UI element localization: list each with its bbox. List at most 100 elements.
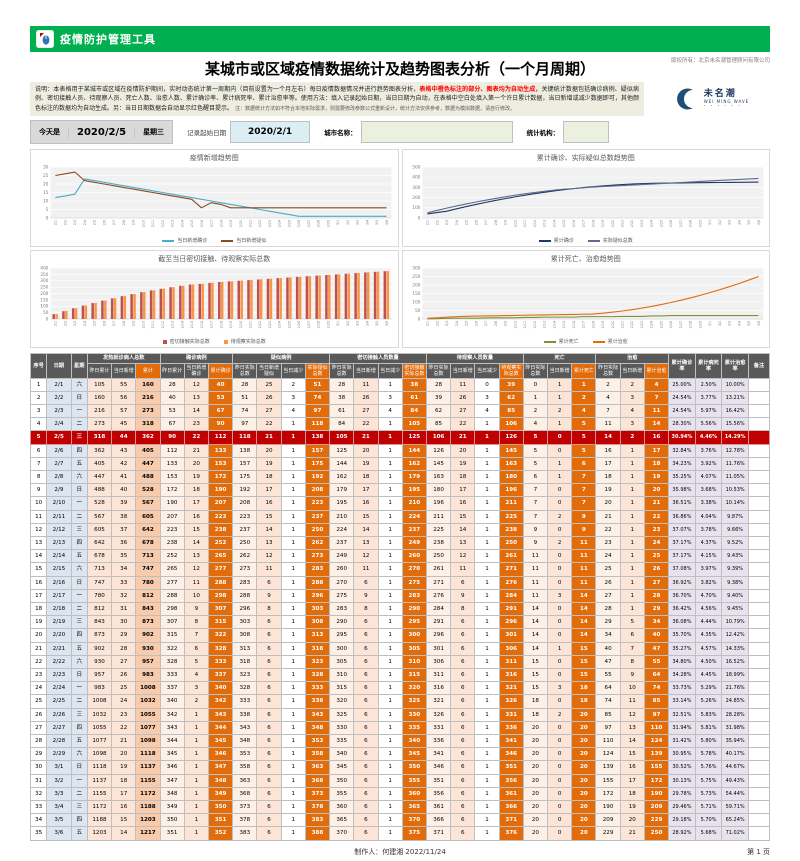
table-cell[interactable]: 7 [571, 496, 597, 511]
table-cell[interactable]: 1 [619, 496, 645, 511]
table-cell[interactable]: 873 [86, 628, 113, 643]
table-cell[interactable]: 320 [329, 694, 355, 709]
table-cell[interactable]: 18 [571, 681, 597, 696]
table-cell[interactable]: 144 [329, 456, 355, 472]
table-cell[interactable]: 1055 [135, 707, 161, 722]
table-cell[interactable]: 57 [111, 403, 137, 419]
table-cell[interactable]: 97 [643, 707, 670, 722]
table-cell[interactable]: 18 [183, 483, 209, 498]
table-cell[interactable]: 261 [498, 549, 524, 564]
table-cell[interactable]: 447 [135, 456, 161, 472]
table-cell[interactable]: 1 [280, 720, 306, 736]
table-cell[interactable]: 1 [377, 628, 403, 643]
table-cell[interactable]: 225 [498, 509, 524, 524]
table-cell[interactable]: 16.52% [721, 654, 749, 670]
table-cell[interactable]: 340 [329, 747, 355, 762]
table-cell[interactable]: 447 [86, 469, 113, 485]
table-cell[interactable]: 1 [377, 456, 403, 472]
table-cell[interactable]: 25 [595, 562, 621, 577]
table-cell[interactable]: 85 [643, 694, 670, 709]
table-cell[interactable]: 126 [425, 443, 452, 458]
table-cell[interactable]: 6 [353, 615, 379, 630]
table-cell[interactable]: 1 [280, 734, 306, 749]
table-cell[interactable]: 4 [474, 403, 500, 419]
table-cell[interactable]: 348 [207, 773, 234, 788]
table-cell[interactable]: 20 [571, 773, 597, 788]
table-cell[interactable]: 35.98% [668, 483, 696, 498]
table-cell[interactable]: 1 [619, 575, 645, 590]
table-cell[interactable]: 31.98% [721, 720, 749, 736]
table-cell[interactable]: 5.68% [694, 826, 723, 841]
table-cell[interactable]: 283 [329, 602, 355, 617]
table-cell[interactable]: 6 [450, 628, 476, 643]
table-cell[interactable]: 190 [207, 483, 234, 498]
table-cell[interactable]: 145 [425, 456, 452, 472]
table-cell[interactable]: 2 [619, 377, 645, 392]
table-cell[interactable]: 138 [304, 430, 331, 445]
table-cell[interactable]: 260 [401, 549, 427, 564]
table-cell[interactable] [747, 628, 771, 643]
table-cell[interactable]: 6 [353, 681, 379, 696]
table-cell[interactable]: 318 [86, 430, 113, 445]
table-cell[interactable]: 0 [547, 602, 573, 617]
table-cell[interactable]: 0 [547, 575, 573, 590]
table-cell[interactable]: 216 [135, 390, 161, 405]
table-cell[interactable]: 605 [86, 522, 113, 538]
table-cell[interactable]: 74 [304, 390, 331, 405]
table-cell[interactable]: 37 [111, 522, 137, 538]
table-cell[interactable]: 11 [450, 377, 476, 392]
table-cell[interactable]: 1 [474, 654, 500, 670]
table-cell[interactable]: 49.43% [721, 773, 749, 788]
table-cell[interactable]: 71.02% [721, 826, 749, 841]
table-cell[interactable]: 15 [571, 654, 597, 670]
table-cell[interactable]: 4.15% [694, 549, 723, 564]
table-cell[interactable]: 345 [329, 760, 355, 775]
table-cell[interactable]: 16 [643, 430, 670, 445]
table-cell[interactable]: 74 [595, 694, 621, 709]
table-cell[interactable]: 30.94% [668, 430, 696, 445]
table-cell[interactable]: 4 [643, 377, 670, 392]
table-cell[interactable]: 172 [159, 483, 185, 498]
table-cell[interactable]: 53 [159, 403, 185, 419]
table-cell[interactable]: 6 [353, 800, 379, 815]
table-cell[interactable]: 14 [522, 602, 549, 617]
table-cell[interactable]: 13.21% [721, 390, 749, 405]
table-cell[interactable]: 5.73% [694, 786, 723, 802]
table-cell[interactable]: 15 [29, 562, 48, 577]
table-cell[interactable]: 1217 [135, 826, 161, 841]
table-cell[interactable]: 45 [111, 417, 137, 432]
table-cell[interactable]: 25.00% [668, 377, 696, 392]
table-cell[interactable]: 18 [256, 469, 282, 485]
table-cell[interactable]: 15 [111, 813, 137, 828]
table-cell[interactable]: 28.28% [721, 707, 749, 722]
table-cell[interactable]: 343 [304, 707, 331, 722]
table-cell[interactable]: 1 [474, 536, 500, 551]
table-cell[interactable]: 90 [207, 417, 234, 432]
table-cell[interactable] [747, 430, 771, 445]
table-cell[interactable]: 97 [304, 403, 331, 419]
table-cell[interactable]: 383 [232, 826, 258, 841]
table-cell[interactable]: 34 [111, 562, 137, 577]
table-cell[interactable]: 25 [111, 681, 137, 696]
table-cell[interactable]: 2 [571, 390, 597, 405]
table-cell[interactable]: 308 [232, 628, 258, 643]
table-cell[interactable]: 6 [450, 800, 476, 815]
table-cell[interactable] [747, 417, 771, 432]
table-cell[interactable]: 298 [159, 602, 185, 617]
table-cell[interactable]: 5 [522, 443, 549, 458]
table-cell[interactable]: 290 [329, 615, 355, 630]
table-cell[interactable]: 323 [304, 654, 331, 670]
table-cell[interactable]: 14 [29, 549, 48, 564]
table-cell[interactable]: 290 [401, 602, 427, 617]
table-cell[interactable]: 37.17% [668, 536, 696, 551]
table-cell[interactable]: 288 [159, 588, 185, 604]
table-cell[interactable]: 4.56% [694, 602, 723, 617]
table-cell[interactable]: 34.28% [668, 668, 696, 683]
table-cell[interactable]: 2/29 [46, 747, 72, 762]
table-cell[interactable]: 1155 [86, 786, 113, 802]
table-cell[interactable]: 273 [232, 562, 258, 577]
table-cell[interactable]: 14 [450, 522, 476, 538]
table-cell[interactable]: 19 [256, 456, 282, 472]
table-cell[interactable]: 0 [547, 483, 573, 498]
table-cell[interactable]: 6 [353, 813, 379, 828]
